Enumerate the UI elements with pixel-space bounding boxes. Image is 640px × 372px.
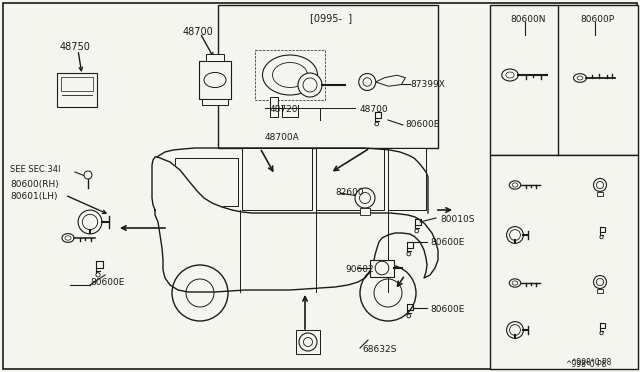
Text: 48700A: 48700A xyxy=(265,133,300,142)
Bar xyxy=(360,208,370,215)
Text: 80600(RH): 80600(RH) xyxy=(10,180,59,189)
Circle shape xyxy=(96,273,100,277)
Circle shape xyxy=(407,252,411,256)
Text: 90602: 90602 xyxy=(345,265,374,274)
Circle shape xyxy=(83,214,98,230)
Bar xyxy=(316,148,384,210)
Ellipse shape xyxy=(65,236,71,240)
Text: ^998*0·P8: ^998*0·P8 xyxy=(565,360,606,369)
Bar xyxy=(490,155,638,369)
Circle shape xyxy=(596,182,604,189)
Text: 48700: 48700 xyxy=(183,27,214,37)
Bar xyxy=(175,158,238,206)
Circle shape xyxy=(509,325,520,336)
Ellipse shape xyxy=(273,62,307,87)
Circle shape xyxy=(600,331,603,335)
Text: 80010S: 80010S xyxy=(440,215,474,224)
Bar xyxy=(218,5,438,148)
Bar xyxy=(490,5,638,155)
Bar xyxy=(61,77,93,91)
Text: 82600: 82600 xyxy=(335,188,364,197)
Circle shape xyxy=(359,74,376,90)
Text: 80600E: 80600E xyxy=(405,120,440,129)
Circle shape xyxy=(186,279,214,307)
Bar xyxy=(270,97,278,117)
Bar xyxy=(596,192,604,196)
Bar xyxy=(388,148,426,210)
Circle shape xyxy=(375,261,388,275)
Polygon shape xyxy=(376,75,406,86)
Circle shape xyxy=(172,265,228,321)
Ellipse shape xyxy=(262,55,317,95)
Circle shape xyxy=(299,333,317,351)
Ellipse shape xyxy=(62,234,74,243)
Bar xyxy=(57,73,97,107)
Ellipse shape xyxy=(509,279,521,287)
Bar xyxy=(199,61,231,99)
Ellipse shape xyxy=(573,74,586,82)
Circle shape xyxy=(360,192,371,203)
Text: 48750: 48750 xyxy=(60,42,91,52)
Circle shape xyxy=(84,171,92,179)
Ellipse shape xyxy=(509,181,521,189)
Text: 48720: 48720 xyxy=(270,105,298,114)
Text: 80601(LH): 80601(LH) xyxy=(10,192,58,201)
Text: 80600N: 80600N xyxy=(510,15,545,24)
Text: 87399X: 87399X xyxy=(410,80,445,89)
Bar xyxy=(202,99,228,105)
Circle shape xyxy=(375,122,379,126)
Circle shape xyxy=(507,227,524,243)
Text: 80600P: 80600P xyxy=(580,15,614,24)
Text: [0995-  ]: [0995- ] xyxy=(310,13,352,23)
Circle shape xyxy=(593,179,607,192)
Bar xyxy=(255,50,325,100)
Polygon shape xyxy=(152,157,438,292)
Circle shape xyxy=(415,229,419,233)
Ellipse shape xyxy=(577,76,583,80)
Ellipse shape xyxy=(512,281,518,285)
Text: 80600E: 80600E xyxy=(430,305,465,314)
Circle shape xyxy=(407,314,411,318)
Circle shape xyxy=(303,78,317,92)
Circle shape xyxy=(360,265,416,321)
Circle shape xyxy=(303,337,312,346)
Bar xyxy=(370,260,394,276)
Circle shape xyxy=(596,278,604,286)
Circle shape xyxy=(363,78,371,86)
Bar xyxy=(296,330,320,354)
Circle shape xyxy=(507,322,524,339)
Ellipse shape xyxy=(204,73,226,87)
Text: 80600E: 80600E xyxy=(90,278,124,287)
Bar xyxy=(205,54,225,61)
Bar xyxy=(242,148,312,210)
Text: 48700: 48700 xyxy=(360,105,388,114)
Circle shape xyxy=(78,210,102,234)
Text: 68632S: 68632S xyxy=(362,345,396,354)
Circle shape xyxy=(600,235,603,239)
Ellipse shape xyxy=(512,183,518,187)
Bar xyxy=(596,289,604,293)
Circle shape xyxy=(509,230,520,240)
Ellipse shape xyxy=(502,69,518,81)
Ellipse shape xyxy=(506,72,514,78)
Circle shape xyxy=(374,279,402,307)
Circle shape xyxy=(355,188,375,208)
Text: SEE SEC.34I: SEE SEC.34I xyxy=(10,165,61,174)
Text: 80600E: 80600E xyxy=(430,238,465,247)
Text: ^998*0·P8: ^998*0·P8 xyxy=(570,358,611,367)
Circle shape xyxy=(593,276,607,289)
Circle shape xyxy=(298,73,322,97)
